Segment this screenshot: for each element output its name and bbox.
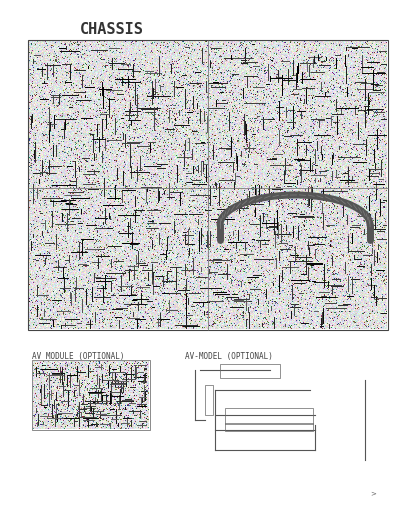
Bar [225,408,313,424]
Text: >: > [370,490,376,496]
Text: AV MODULE (OPTIONAL): AV MODULE (OPTIONAL) [32,352,124,361]
Text: CHASSIS: CHASSIS [80,22,144,37]
Bar [28,40,388,330]
Bar [205,385,213,415]
Text: AV-MODEL (OPTIONAL): AV-MODEL (OPTIONAL) [185,352,273,361]
Bar [32,360,150,430]
Bar [225,423,313,431]
Bar [220,364,280,378]
